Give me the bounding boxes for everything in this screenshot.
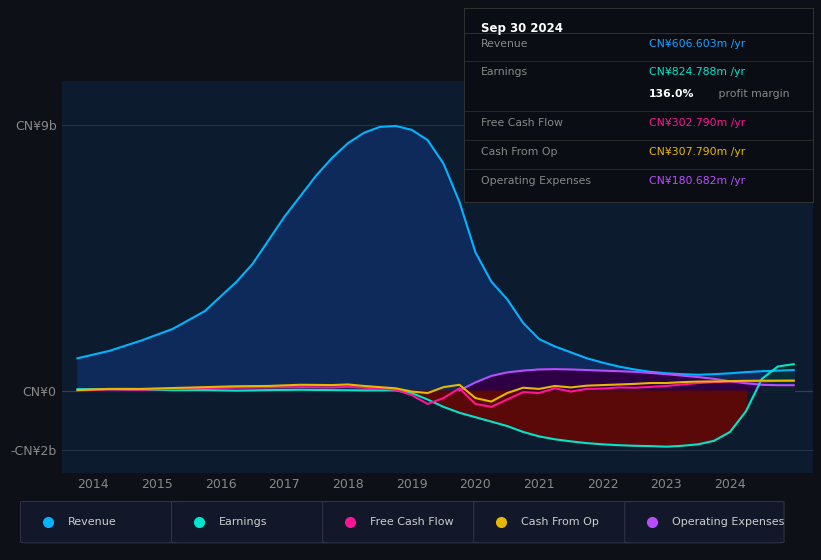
Text: Free Cash Flow: Free Cash Flow <box>481 118 563 128</box>
Text: Earnings: Earnings <box>481 67 529 77</box>
Text: profit margin: profit margin <box>715 88 790 99</box>
FancyBboxPatch shape <box>625 501 784 543</box>
Text: Operating Expenses: Operating Expenses <box>481 175 591 185</box>
Text: CN¥307.790m /yr: CN¥307.790m /yr <box>649 147 745 157</box>
Text: 136.0%: 136.0% <box>649 88 695 99</box>
FancyBboxPatch shape <box>474 501 633 543</box>
FancyBboxPatch shape <box>172 501 331 543</box>
Text: CN¥180.682m /yr: CN¥180.682m /yr <box>649 175 745 185</box>
Text: Sep 30 2024: Sep 30 2024 <box>481 22 563 35</box>
Text: Cash From Op: Cash From Op <box>481 147 557 157</box>
FancyBboxPatch shape <box>21 501 180 543</box>
FancyBboxPatch shape <box>323 501 482 543</box>
Text: CN¥606.603m /yr: CN¥606.603m /yr <box>649 39 745 49</box>
Text: Earnings: Earnings <box>219 517 268 527</box>
Text: Revenue: Revenue <box>68 517 117 527</box>
Text: Free Cash Flow: Free Cash Flow <box>370 517 454 527</box>
Text: Revenue: Revenue <box>481 39 529 49</box>
Text: CN¥824.788m /yr: CN¥824.788m /yr <box>649 67 745 77</box>
Text: CN¥302.790m /yr: CN¥302.790m /yr <box>649 118 745 128</box>
Text: Cash From Op: Cash From Op <box>521 517 599 527</box>
Text: Operating Expenses: Operating Expenses <box>672 517 785 527</box>
